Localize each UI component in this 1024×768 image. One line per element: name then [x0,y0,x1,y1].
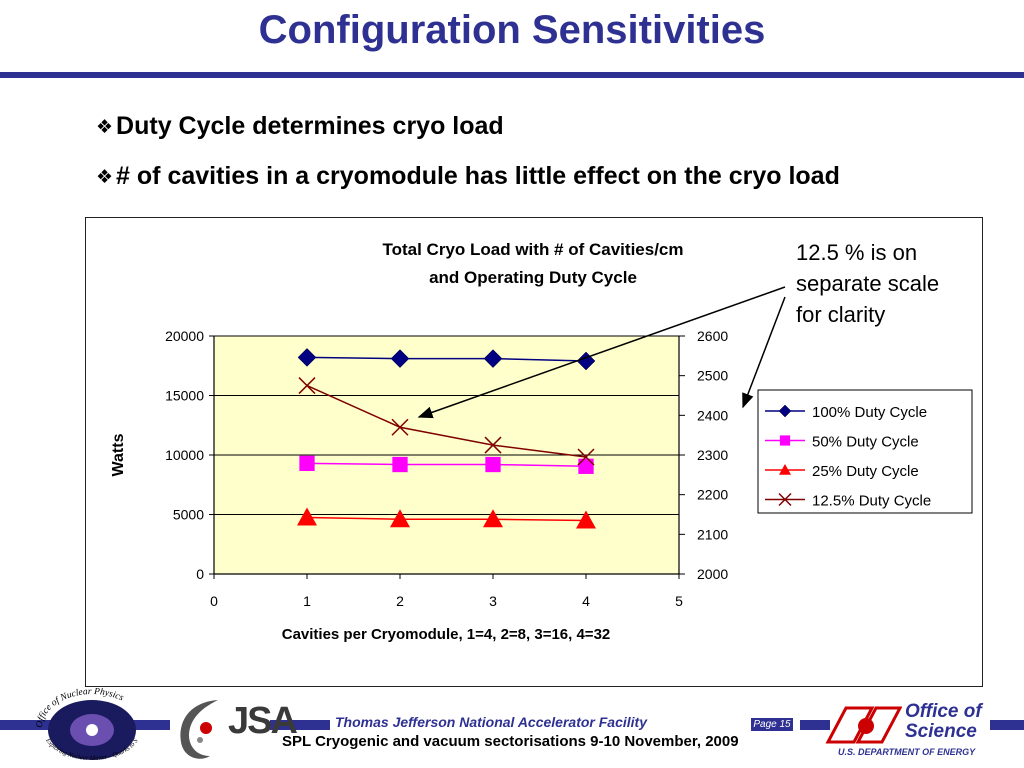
square-marker [578,458,594,474]
square-marker [779,435,791,446]
diamond-marker [390,349,410,368]
nuclear-physics-logo: Office of Nuclear Physics Exploring Nucl… [30,688,140,762]
x-tick-label: 0 [210,593,218,609]
annotation-line: 12.5 % is on [796,240,918,265]
legend-label: 50% Duty Cycle [812,434,919,451]
chart-title-line-1: Total Cryo Load with # of Cavities/cm [382,240,683,259]
data-series [297,348,596,529]
y-tick-label: 10000 [165,447,204,463]
x-marker [778,492,792,507]
doe-seal-icon [825,706,902,744]
x-marker-stroke [577,448,595,466]
triangle-marker [576,510,596,529]
bullet-cavities: ❖ # of cavities in a cryomodule has litt… [96,162,840,191]
slide-title: Configuration Sensitivities [258,8,766,52]
diamond-marker [778,404,792,418]
chart-title-line-2: and Operating Duty Cycle [429,268,637,287]
x-tick-label: 1 [303,593,311,609]
series-line [306,462,587,468]
doe-office-line: Office of [905,701,982,722]
x-axis-label: Cavities per Cryomodule, 1=4, 2=8, 3=16,… [282,626,611,643]
bullet-text: # of cavities in a cryomodule has little… [116,162,840,190]
chart-legend: 100% Duty Cycle 50% Duty Cycle 25% Duty Cy… [757,389,973,514]
cryo-load-chart: 0 5000 10000 15000 20000 2000 2100 2200 2300 2400… [110,240,973,643]
series-line [306,384,587,458]
y2-tick-label: 2600 [697,328,728,344]
jsa-swoosh-icon [180,700,218,759]
bullet-duty-cycle: ❖ Duty Cycle determines cryo load [96,112,504,141]
y-tick-label: 20000 [165,328,204,344]
x-marker-stroke [778,492,792,507]
legend-label: 100% Duty Cycle [812,404,927,421]
square-marker [299,455,315,471]
jsa-logo: JSA [228,700,298,742]
series-line [306,516,587,522]
triangle-marker [483,509,503,528]
legend-label: 12.5% Duty Cycle [812,493,931,510]
series-square [299,455,594,474]
y-tick-label: 15000 [165,388,204,404]
x-marker [484,436,502,454]
y2-tick-label: 2400 [697,407,728,423]
y2-tick-label: 2300 [697,447,728,463]
annotation-arrow-to-axis [742,296,786,409]
triangle-marker [390,509,410,528]
x-marker [391,418,409,436]
y2-tick-label: 2100 [697,526,728,542]
x-tick-label: 2 [396,593,404,609]
footer-event: SPL Cryogenic and vacuum sectorisations … [282,733,739,750]
y-axis-label: Watts [110,433,127,476]
x-tick-label: 3 [489,593,497,609]
doe-office-line: Science [905,721,977,742]
triangle-marker [779,464,791,475]
series-line [306,356,587,362]
x-marker [298,377,316,395]
series-x [298,377,595,466]
y-tick-label: 5000 [173,507,204,523]
doe-department: U.S. DEPARTMENT OF ENERGY [838,747,976,757]
scale-annotation: 12.5 % is on separate scale for clarity [796,238,976,330]
footer-lab-name: Thomas Jefferson National Accelerator Fa… [335,714,647,730]
diamond-marker [297,348,317,367]
square-marker [392,456,408,473]
y-tick-label: 0 [196,566,204,582]
bullet-text: Duty Cycle determines cryo load [116,112,504,140]
diamond-marker [483,349,503,368]
page-number: Page 15 [751,718,793,731]
doe-office-of-science: Office of Science [905,702,982,742]
x-tick-label: 4 [582,593,590,609]
x-tick-label: 5 [675,593,683,609]
bullet-diamond-icon: ❖ [96,165,114,188]
annotation-arrow-to-line [417,286,786,419]
x-marker-stroke [298,377,316,395]
x-marker-stroke [484,436,502,454]
title-divider [0,72,1024,78]
y2-tick-label: 2500 [697,368,728,384]
series-triangle [297,507,596,529]
series-diamond [297,348,596,371]
y2-tick-label: 2000 [697,566,728,582]
bullet-diamond-icon: ❖ [96,115,114,138]
y2-tick-label: 2200 [697,487,728,503]
x-marker [577,448,595,466]
annotation-line: separate scale [796,270,940,296]
legend-label: 25% Duty Cycle [812,463,919,480]
annotation-line: for clarity [796,301,886,327]
axes: 0 5000 10000 15000 20000 2000 2100 2200 2300 2400… [165,328,728,609]
square-marker [485,456,501,473]
triangle-marker [297,507,317,526]
x-marker-stroke [391,418,409,436]
